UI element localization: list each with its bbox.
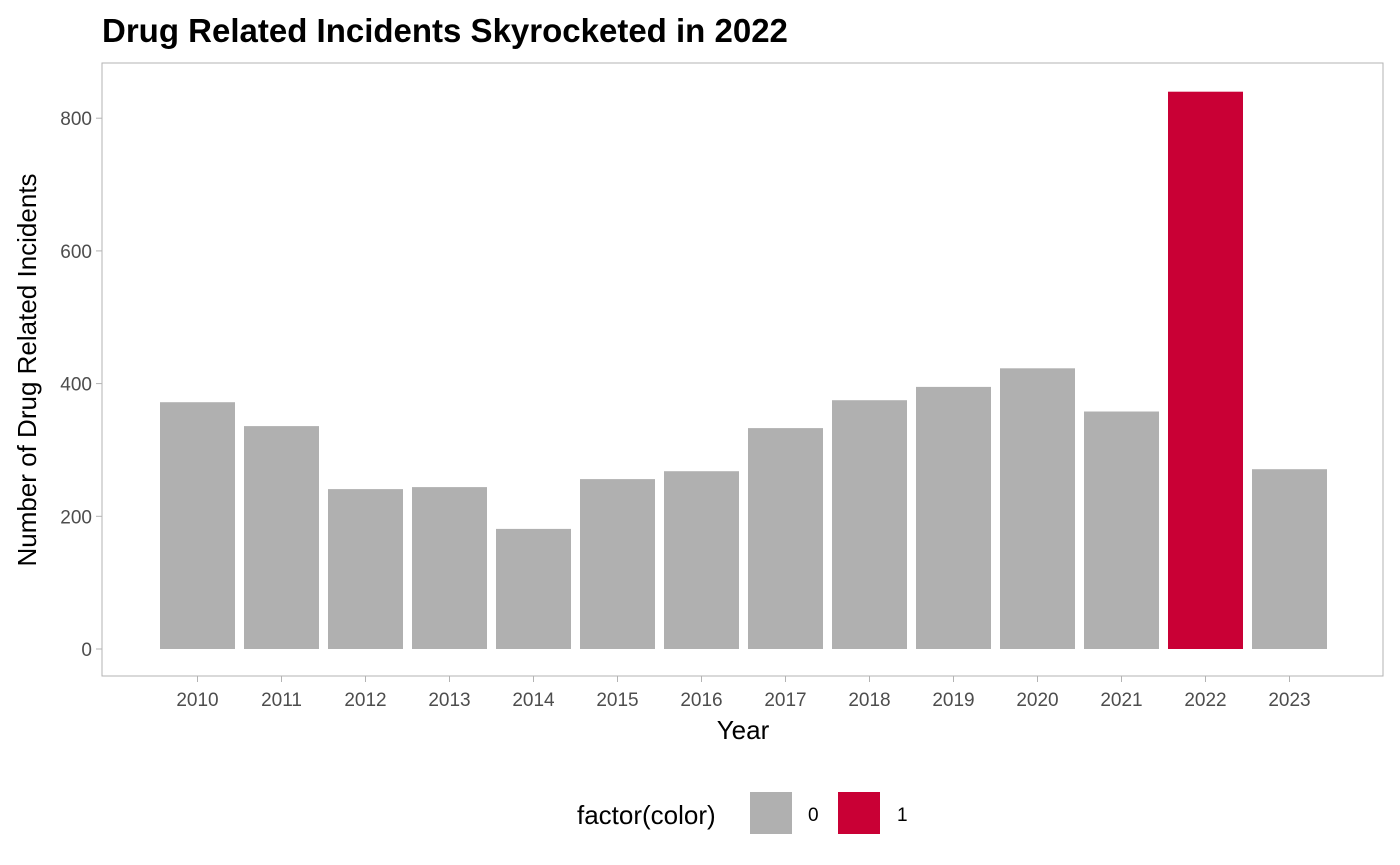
y-tick-label: 0 (81, 640, 92, 661)
bar-2013 (412, 487, 487, 649)
x-tick-label: 2015 (596, 690, 638, 711)
legend-swatch-0 (750, 792, 792, 834)
x-tick-label: 2010 (176, 690, 218, 711)
bar-2012 (328, 489, 403, 649)
bar-2011 (244, 426, 319, 649)
x-tick-label: 2014 (512, 690, 555, 711)
bar-2017 (748, 428, 823, 649)
bar-2015 (580, 479, 655, 649)
y-tick-label: 800 (60, 109, 92, 130)
x-tick-label: 2020 (1016, 690, 1058, 711)
bar-2019 (916, 386, 991, 649)
bars-group (160, 91, 1327, 649)
x-axis-title: Year (717, 715, 770, 745)
x-tick-label: 2022 (1184, 690, 1226, 711)
x-tick-label: 2019 (932, 690, 974, 711)
x-tick-label: 2016 (680, 690, 722, 711)
chart-title: Drug Related Incidents Skyrocketed in 20… (102, 12, 788, 49)
x-tick-label: 2017 (764, 690, 806, 711)
y-tick-label: 600 (60, 242, 92, 263)
x-tick-label: 2023 (1268, 690, 1310, 711)
x-tick-label: 2021 (1100, 690, 1142, 711)
legend-swatch-1 (838, 792, 880, 834)
x-tick-label: 2011 (261, 690, 302, 711)
legend-title: factor(color) (577, 800, 716, 830)
y-tick-label: 200 (60, 507, 92, 528)
bar-2023 (1252, 469, 1327, 649)
y-axis: 0 200 400 600 800 (60, 109, 102, 661)
bar-2010 (160, 402, 235, 649)
y-axis-title: Number of Drug Related Incidents (12, 173, 42, 566)
bar-2018 (832, 400, 907, 649)
legend: factor(color) 0 1 (577, 792, 908, 834)
legend-label-0: 0 (808, 805, 819, 826)
y-tick-label: 400 (60, 375, 92, 396)
plot-panel-border (101, 62, 1384, 677)
bar-2020 (1000, 368, 1075, 649)
legend-label-1: 1 (897, 805, 908, 826)
bar-2016 (664, 471, 739, 649)
bar-2021 (1084, 411, 1159, 649)
x-axis: 2010 2011 2012 2013 2014 2015 2016 2017 2018 2019… (176, 676, 1311, 711)
bar-2014 (496, 528, 571, 649)
x-tick-label: 2018 (848, 690, 890, 711)
bar-2022 (1168, 91, 1243, 649)
x-tick-label: 2013 (428, 690, 470, 711)
x-tick-label: 2012 (344, 690, 386, 711)
